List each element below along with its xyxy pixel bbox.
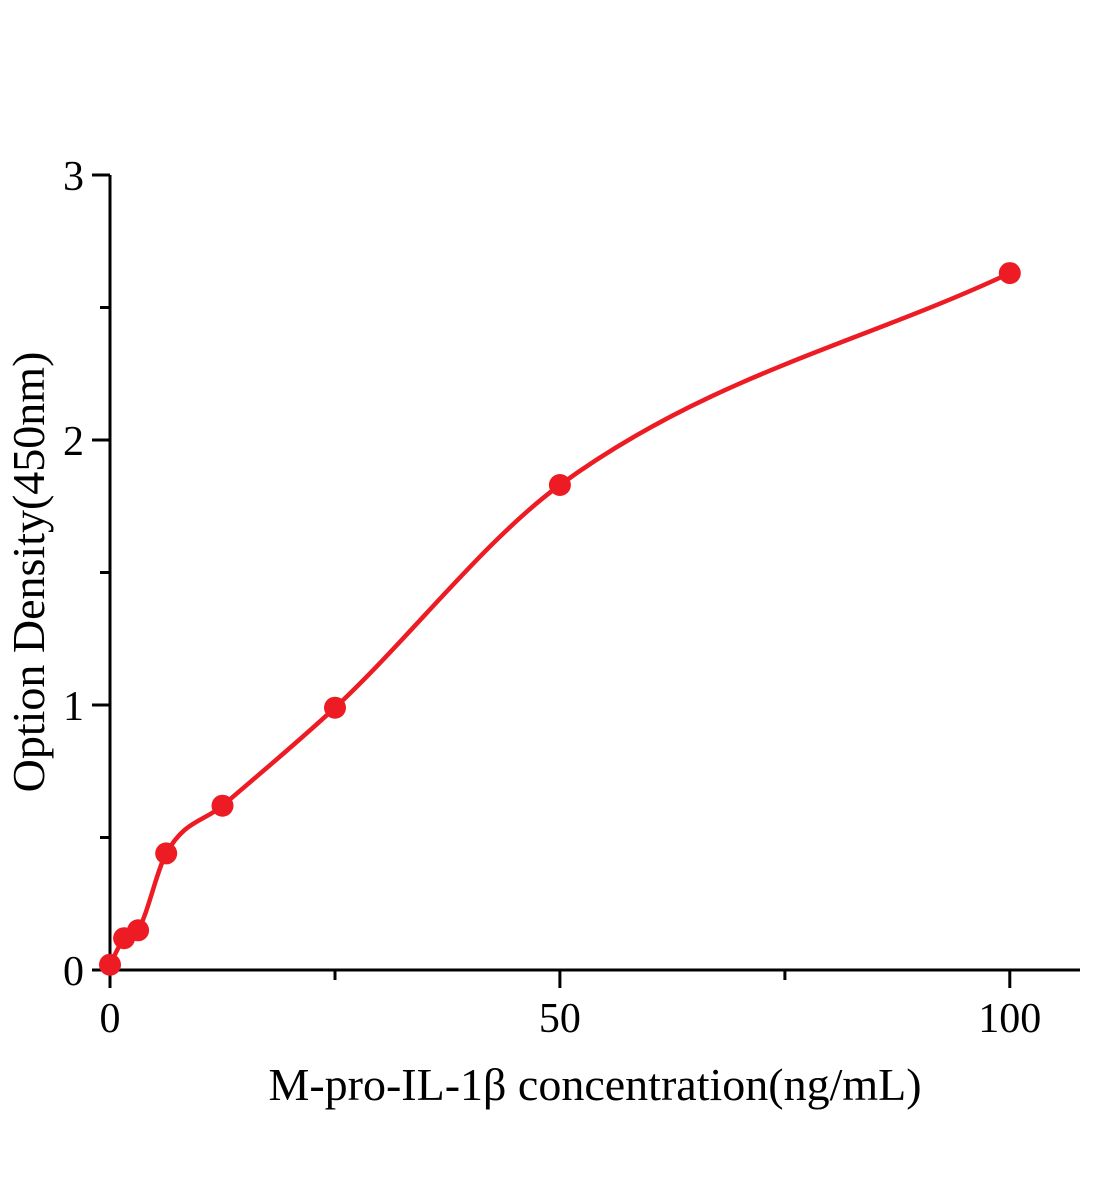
data-point (211, 794, 234, 817)
y-axis-title: Option Density(450nm) (3, 352, 54, 793)
x-tick-label: 100 (978, 996, 1041, 1042)
data-point (127, 919, 150, 942)
x-tick-label: 50 (539, 996, 581, 1042)
y-tick-label: 2 (63, 419, 84, 465)
data-point (998, 262, 1021, 285)
data-point (548, 474, 571, 496)
y-tick-label: 0 (63, 949, 84, 995)
y-axis-tick-labels: 0 1 2 3 (63, 154, 84, 995)
data-points (99, 262, 1021, 976)
y-axis-ticks (92, 173, 110, 972)
data-point (324, 696, 346, 719)
fit-curve-line (107, 270, 1013, 967)
x-axis-ticks (108, 970, 1012, 988)
x-tick-label: 0 (100, 996, 121, 1042)
x-axis-title: M-pro-IL-1β concentration(ng/mL) (268, 1059, 921, 1110)
y-tick-label: 3 (63, 154, 84, 200)
data-point (155, 842, 178, 865)
x-axis-tick-labels: 0 50 100 (100, 996, 1042, 1042)
y-tick-label: 1 (63, 684, 84, 730)
data-point (99, 953, 121, 976)
